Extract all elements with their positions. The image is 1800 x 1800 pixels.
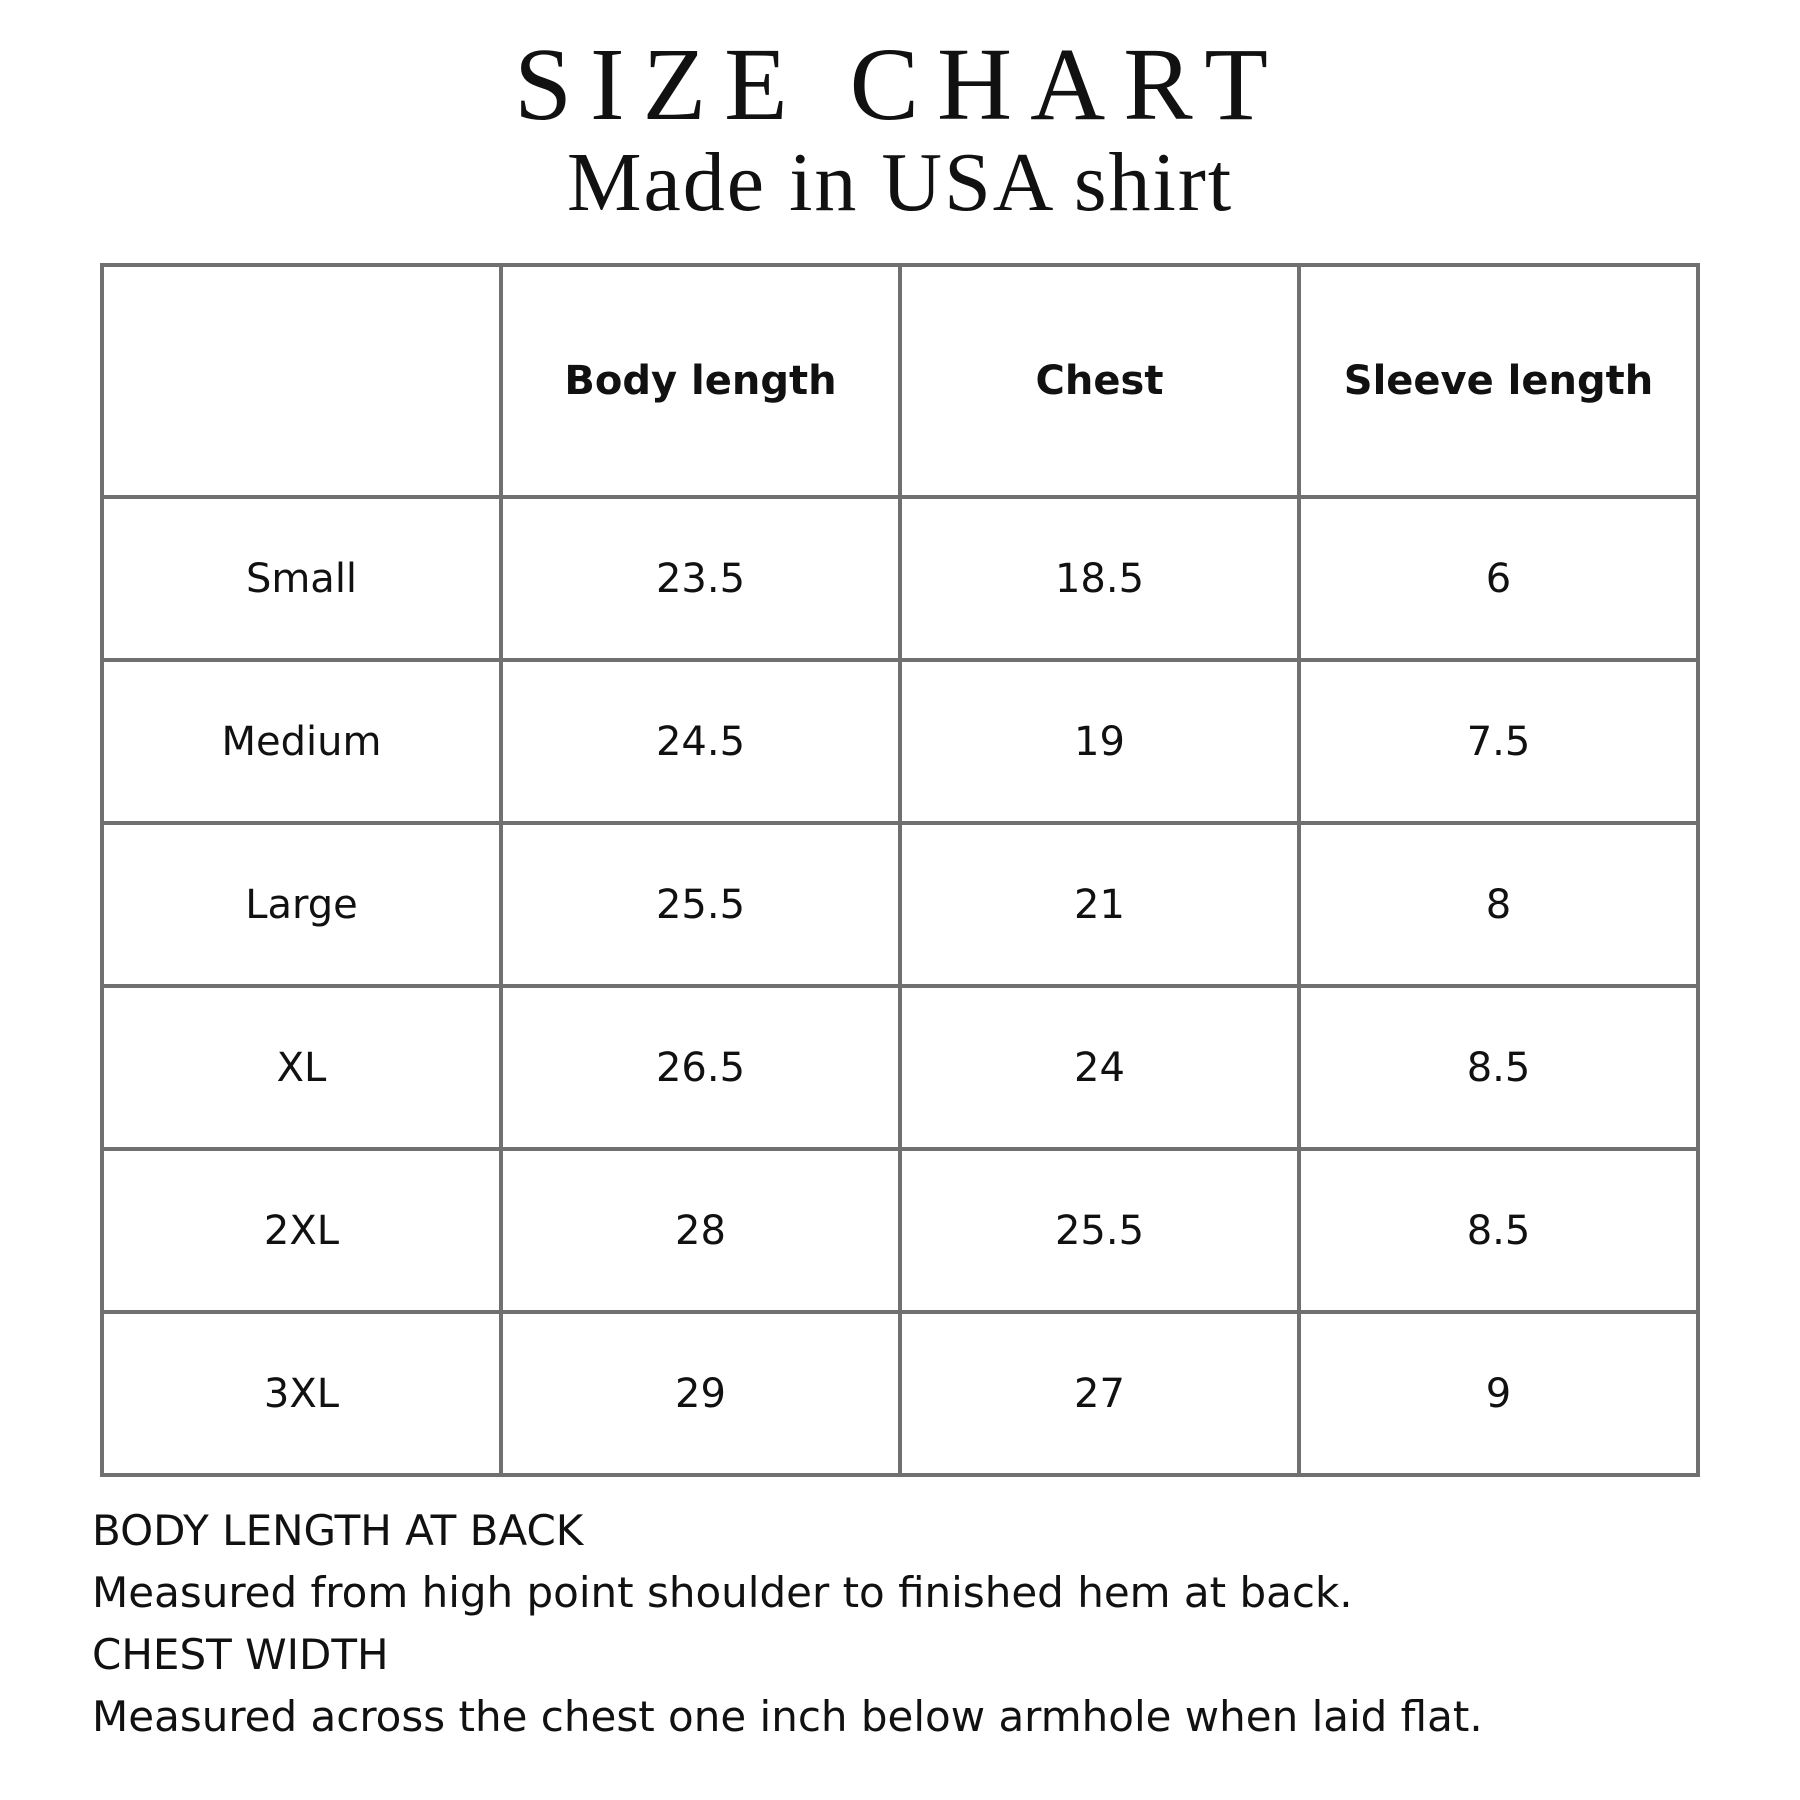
body-length-cell: 24.5 (499, 658, 902, 825)
table-row: 2XL 28 25.5 8.5 (100, 1147, 1700, 1314)
note-heading-body-length: BODY LENGTH AT BACK (92, 1506, 584, 1555)
chest-cell: 18.5 (898, 495, 1301, 662)
chest-cell: 21 (898, 821, 1301, 988)
note-body-length: Measured from high point shoulder to fin… (92, 1568, 1353, 1617)
size-cell: 3XL (100, 1310, 503, 1477)
header-cell-empty (100, 263, 503, 499)
note-chest-width: Measured across the chest one inch below… (92, 1692, 1483, 1741)
header-sleeve-length: Sleeve length (1297, 263, 1700, 499)
chest-cell: 24 (898, 984, 1301, 1151)
size-cell: Small (100, 495, 503, 662)
sleeve-length-cell: 8.5 (1297, 984, 1700, 1151)
measurement-notes: BODY LENGTH AT BACK Measured from high p… (92, 1500, 1483, 1748)
header-body-length: Body length (499, 263, 902, 499)
sleeve-length-cell: 8.5 (1297, 1147, 1700, 1314)
size-cell: XL (100, 984, 503, 1151)
page-subtitle: Made in USA shirt (566, 136, 1234, 229)
body-length-cell: 23.5 (499, 495, 902, 662)
table-header-row: Body length Chest Sleeve length (100, 263, 1700, 499)
body-length-cell: 25.5 (499, 821, 902, 988)
size-cell: Medium (100, 658, 503, 825)
size-table: Body length Chest Sleeve length Small 23.… (100, 263, 1700, 1477)
body-length-cell: 29 (499, 1310, 902, 1477)
header-chest: Chest (898, 263, 1301, 499)
size-cell: 2XL (100, 1147, 503, 1314)
table-row: Large 25.5 21 8 (100, 821, 1700, 988)
sleeve-length-cell: 6 (1297, 495, 1700, 662)
sleeve-length-cell: 9 (1297, 1310, 1700, 1477)
page-title: SIZE CHART (514, 27, 1286, 142)
body-length-cell: 26.5 (499, 984, 902, 1151)
table-row: 3XL 29 27 9 (100, 1310, 1700, 1477)
chest-cell: 25.5 (898, 1147, 1301, 1314)
table-row: XL 26.5 24 8.5 (100, 984, 1700, 1151)
chest-cell: 27 (898, 1310, 1301, 1477)
note-heading-chest-width: CHEST WIDTH (92, 1630, 389, 1679)
table-row: Medium 24.5 19 7.5 (100, 658, 1700, 825)
table-row: Small 23.5 18.5 6 (100, 495, 1700, 662)
sleeve-length-cell: 8 (1297, 821, 1700, 988)
chest-cell: 19 (898, 658, 1301, 825)
size-cell: Large (100, 821, 503, 988)
body-length-cell: 28 (499, 1147, 902, 1314)
sleeve-length-cell: 7.5 (1297, 658, 1700, 825)
